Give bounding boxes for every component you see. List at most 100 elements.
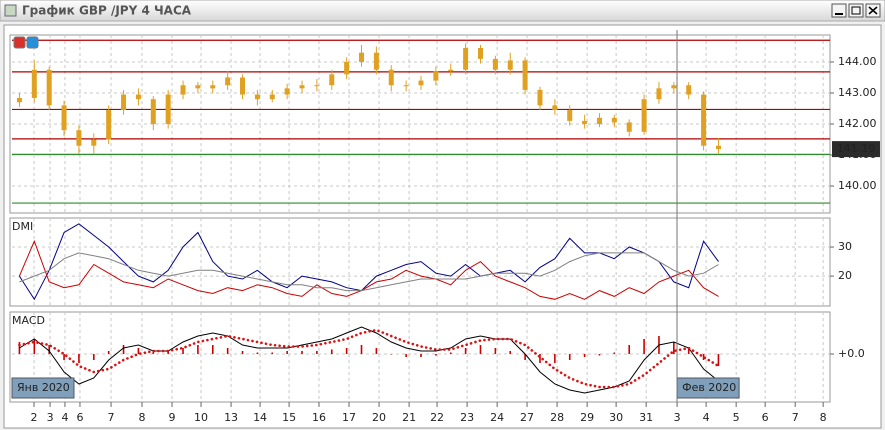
x-tick-label: 7: [792, 411, 799, 424]
x-tick-label: 14: [253, 411, 267, 424]
histogram-bar: [241, 351, 244, 354]
candle-body: [373, 52, 379, 70]
y-tick-label: 143.00: [838, 86, 877, 99]
series-line: [19, 252, 719, 292]
x-tick-label: 10: [194, 411, 208, 424]
candle-body: [180, 85, 186, 95]
x-tick-label: 24: [490, 411, 504, 424]
x-tick-label: 6: [76, 411, 83, 424]
candle-body: [537, 89, 543, 106]
histogram-bar: [78, 354, 80, 363]
close-glyph: [868, 6, 878, 15]
candle-body: [492, 58, 498, 70]
histogram-bar: [717, 354, 720, 366]
histogram-bar: [435, 354, 437, 356]
window-icon: [4, 4, 17, 17]
candle-body: [611, 117, 617, 123]
x-tick-label: 29: [580, 411, 594, 424]
histogram-bar: [167, 351, 169, 354]
histogram-bar: [539, 354, 541, 363]
histogram-bar: [48, 345, 50, 354]
x-tick-label: 5: [733, 411, 740, 424]
candle-body: [552, 105, 558, 111]
x-tick-label: 8: [138, 411, 145, 424]
candle-body: [582, 120, 588, 124]
candle-body: [16, 97, 22, 103]
panel-title: DMI: [12, 220, 33, 233]
minimize-button[interactable]: [831, 3, 847, 18]
candle-body: [507, 60, 513, 70]
candle-body: [31, 69, 37, 98]
series-line: [18, 328, 720, 389]
x-tick-label: 8: [820, 411, 827, 424]
candle-body: [121, 94, 127, 111]
x-tick-label: 6: [762, 411, 769, 424]
last-price-box: [832, 141, 880, 158]
x-tick-label: 27: [520, 411, 534, 424]
y-tick-label: 20: [838, 269, 852, 282]
candle-body: [715, 145, 721, 150]
last-price-label: 141.19: [837, 142, 876, 155]
x-tick-label: 22: [430, 411, 444, 424]
histogram-bar: [286, 351, 288, 354]
y-tick-label: 144.00: [838, 55, 877, 68]
title-bar: [0, 0, 885, 22]
histogram-bar: [197, 345, 199, 354]
y-tick-label: 140.00: [838, 179, 877, 192]
histogram-bar: [554, 354, 556, 363]
toggle-blue[interactable]: [26, 36, 39, 49]
candle-body: [150, 99, 156, 124]
histogram-bar: [33, 339, 36, 354]
candle-body: [106, 110, 112, 140]
x-tick-label: 15: [282, 411, 296, 424]
histogram-bar: [524, 354, 526, 360]
x-tick-label: 31: [639, 411, 653, 424]
maximize-button[interactable]: [848, 3, 864, 18]
candle-body: [656, 88, 662, 100]
x-tick-label: 23: [460, 411, 474, 424]
candle-body: [195, 85, 201, 89]
histogram-bar: [390, 354, 393, 355]
x-tick-label: 16: [312, 411, 326, 424]
y-tick-label: +0.0: [838, 347, 865, 360]
candle-body: [448, 69, 454, 72]
histogram-bar: [494, 348, 497, 354]
toggle-red[interactable]: [13, 36, 26, 49]
candle-body: [463, 48, 469, 70]
x-tick-label: 3: [47, 411, 54, 424]
candle-body: [314, 85, 320, 87]
histogram-bar: [598, 354, 601, 356]
series-line: [18, 223, 719, 301]
window-buttons[interactable]: [831, 3, 881, 18]
x-tick-label: 4: [703, 411, 710, 424]
y-tick-label: 142.00: [838, 117, 877, 130]
x-tick-label: 4: [61, 411, 68, 424]
x-tick-label: 3: [674, 411, 681, 424]
candle-body: [403, 85, 409, 87]
histogram-bar: [122, 345, 125, 354]
x-tick-label: 2: [31, 411, 38, 424]
histogram-bar: [449, 352, 452, 354]
histogram-bar: [93, 354, 95, 360]
histogram-bar: [420, 354, 422, 357]
histogram-bar: [702, 354, 705, 360]
series-line: [19, 326, 719, 394]
histogram-bar: [107, 351, 110, 354]
x-tick-label: 20: [372, 411, 386, 424]
candle-body: [418, 80, 424, 86]
x-tick-label: 28: [550, 411, 564, 424]
histogram-bar: [271, 352, 274, 354]
histogram-bar: [63, 354, 65, 360]
x-tick-label: 7: [108, 411, 115, 424]
x-tick-label: 13: [224, 411, 238, 424]
x-tick-label: 17: [342, 411, 356, 424]
histogram-bar: [182, 348, 184, 354]
period-label: Фев 2020: [682, 381, 736, 394]
candle-body: [641, 99, 647, 132]
histogram-bar: [256, 352, 259, 354]
candle-body: [701, 94, 707, 146]
histogram-bar: [152, 351, 155, 354]
period-label-box: [11, 377, 75, 399]
